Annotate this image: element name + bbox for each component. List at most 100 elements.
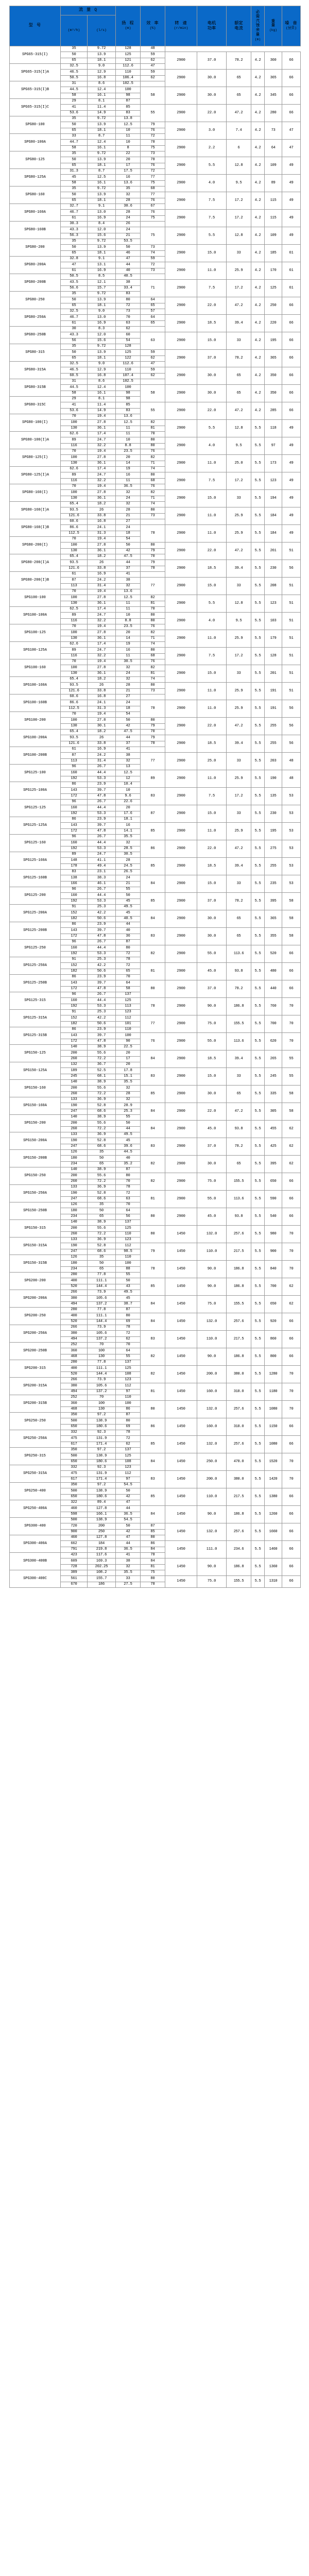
cell-weight: 440 [264, 980, 282, 998]
cell-head: 65 [115, 968, 141, 975]
cell-motor-power: 11.0 [197, 682, 227, 700]
cell-flow-m3h: 100 [60, 419, 88, 426]
cell-npsh: 5.5 [251, 437, 265, 455]
cell-flow-m3h: 62.6 [60, 431, 88, 437]
cell-head: 8 [115, 145, 141, 151]
cell-efficiency: 74 [140, 501, 165, 507]
cell-flow-m3h: 50 [60, 192, 88, 198]
cell-motor-power: 75.0 [197, 1015, 227, 1033]
cell-flow-m3h: 100 [60, 489, 88, 496]
cell-efficiency: 85 [140, 1529, 165, 1535]
cell-head: 11 [115, 606, 141, 613]
table-row: 247 68.6 39.6 [10, 1143, 301, 1150]
cell-flow-ls: 39.7 [87, 980, 116, 987]
cell-model: SPG125-200A [9, 904, 61, 922]
cell-npsh: 5.5 [251, 805, 265, 823]
cell-rated-current: 78.2 [226, 980, 251, 998]
cell-rated-current: 39.4 [226, 560, 251, 578]
cell-head: 18 [115, 530, 141, 537]
cell-flow-ls: 53.3 [87, 845, 116, 852]
cell-flow-m3h: 89 [60, 437, 88, 444]
cell-head: 11 [115, 425, 141, 432]
cell-head: 30.6 [115, 204, 141, 210]
cell-head: 112 [115, 1243, 141, 1249]
cell-npsh: 5.5 [251, 472, 265, 490]
cell-speed: 2900 [165, 489, 197, 507]
cell-noise: 62 [282, 1278, 301, 1296]
cell-noise: 58 [282, 892, 301, 910]
cell-head: 45 [115, 910, 141, 917]
table-row: SPG150-315A 133 36.9 123 [9, 1237, 301, 1255]
cell-flow-ls: 42.2 [87, 910, 116, 917]
table-row: SPG100-200B 61 16.9 41 [9, 747, 301, 765]
cell-noise: 66 [282, 297, 301, 315]
cell-flow-ls: 8.7 [87, 133, 116, 140]
cell-flow-m3h: 332 [60, 1465, 88, 1471]
cell-model: SPG150-315A [9, 1237, 61, 1255]
cell-weight: 1080 [264, 1435, 282, 1453]
cell-flow-m3h: 116 [60, 618, 88, 624]
cell-speed: 2900 [165, 1032, 197, 1050]
cell-noise: 70 [282, 1243, 301, 1261]
cell-weight: 185 [264, 244, 282, 262]
cell-head: 50 [115, 542, 141, 549]
cell-speed: 2900 [165, 1173, 197, 1191]
cell-flow-ls: 8.1 [87, 396, 116, 402]
cell-noise: 70 [282, 1400, 301, 1418]
cell-rated-current: 113.6 [226, 945, 251, 963]
cell-head: 11 [115, 478, 141, 484]
cell-efficiency: 81 [140, 670, 165, 677]
cell-model: SPG125-250 [9, 939, 61, 957]
cell-head: 20 [115, 157, 141, 163]
cell-flow-m3h: 247 [60, 1248, 88, 1255]
cell-model: SPG150-315B [9, 1255, 61, 1273]
table-row: 152 42.2 45 84 2900 30.0 65 5.5 365 58 [10, 910, 301, 928]
cell-head: 70 [115, 974, 141, 980]
cell-flow-m3h: 44.7 [60, 139, 88, 146]
cell-efficiency: 77 [140, 192, 165, 198]
cell-npsh: 5.5 [251, 647, 265, 665]
cell-head: 26 [115, 221, 141, 227]
cell-flow-ls: 36.9 [87, 1097, 116, 1103]
cell-flow-ls: 68.6 [87, 1143, 116, 1150]
cell-head: 70 [115, 1178, 141, 1185]
cell-flow-ls: 12.1 [87, 279, 116, 286]
cell-npsh: 5.5 [251, 735, 265, 753]
table-row: 152 42.2 72 81 2900 45.0 93.8 5.5 480 66 [10, 962, 301, 980]
table-row: 190 52.8 112 79 1450 110.0 217.5 5.5 900 70 [10, 1243, 301, 1261]
cell-efficiency: 83 [140, 1470, 165, 1488]
cell-noise: 61 [282, 279, 301, 297]
cell-motor-power: 90.0 [197, 1348, 227, 1366]
cell-speed: 2900 [165, 367, 197, 385]
cell-flow-ls: 26.7 [87, 834, 116, 840]
cell-flow-ls: 24.7 [87, 612, 116, 619]
cell-rated-current: 380.0 [226, 1470, 251, 1488]
cell-speed: 2900 [165, 752, 197, 770]
cell-flow-ls: 72.2 [87, 1091, 116, 1097]
table-row: SPG80-160B 30.3 8.4 26 [9, 221, 301, 239]
cell-motor-power: 15.0 [197, 665, 227, 683]
cell-flow-ls: 47.8 [87, 828, 116, 835]
cell-weight: 115 [264, 209, 282, 227]
cell-head: 80 [115, 945, 141, 952]
cell-model: SPG80-250B [9, 326, 61, 344]
cell-head: 125 [115, 1365, 141, 1372]
cell-efficiency: 78 [140, 700, 165, 718]
table-row: 61 16.9 40 73 [10, 267, 301, 274]
cell-rated-current: 93.8 [226, 1120, 251, 1138]
cell-flow-m3h: 35 [60, 151, 88, 157]
cell-rated-current: 78.2 [226, 1138, 251, 1156]
cell-noise: 48 [282, 752, 301, 770]
cell-weight: 255 [264, 735, 282, 753]
cell-speed: 1450 [165, 1400, 197, 1418]
cell-efficiency: 72 [140, 168, 165, 175]
table-row: SPG125-160A 89 24.7 30.5 [9, 852, 301, 870]
cell-flow-m3h: 200 [60, 1225, 88, 1232]
cell-weight: 1520 [264, 1453, 282, 1471]
cell-head: 8.8 [115, 618, 141, 624]
cell-flow-ls: 19.4 [87, 659, 116, 665]
cell-head: 112.6 [115, 361, 141, 367]
cell-weight: 480 [264, 962, 282, 980]
cell-motor-power: 30.0 [197, 87, 227, 105]
